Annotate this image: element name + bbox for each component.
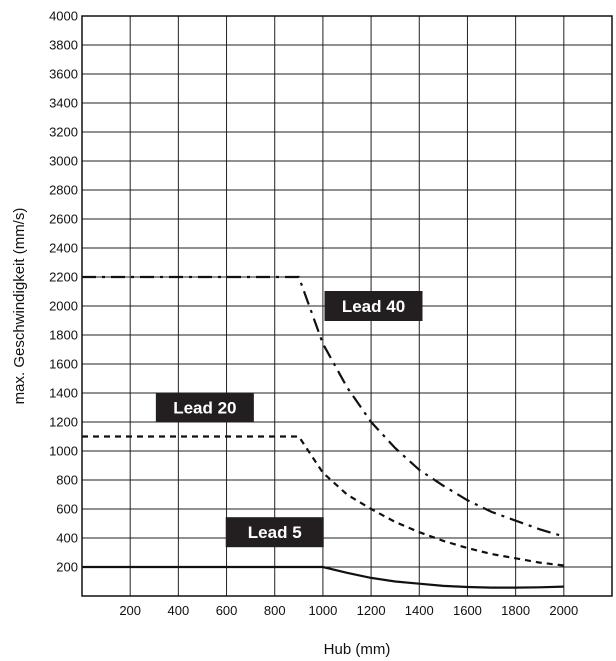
x-tick-label: 200 [119, 603, 141, 618]
y-tick-label: 3600 [49, 67, 78, 82]
series-label-box [155, 392, 254, 423]
y-tick-label: 200 [56, 560, 78, 575]
y-tick-label: 3800 [49, 38, 78, 53]
y-tick-label: 3400 [49, 96, 78, 111]
y-axis: 200 400 600 800 1000 1200 1400 1600 1800 2000 2200… [49, 9, 78, 575]
series-label: Lead 20 [155, 392, 254, 423]
x-tick-label: 1600 [453, 603, 482, 618]
x-tick-label: 1800 [501, 603, 530, 618]
y-tick-label: 2200 [49, 270, 78, 285]
series-label: Lead 40 [324, 291, 423, 321]
y-axis-title: max. Geschwindigkeit (mm/s) [11, 208, 28, 405]
y-tick-label: 2600 [49, 212, 78, 227]
y-tick-label: 1600 [49, 357, 78, 372]
x-axis-title: Hub (mm) [324, 641, 391, 658]
y-tick-label: 1200 [49, 415, 78, 430]
series-group [82, 275, 565, 589]
y-tick-label: 1000 [49, 444, 78, 459]
y-tick-label: 600 [56, 502, 78, 517]
series-label-text: Lead 5 [248, 523, 302, 542]
x-tick-label: 2000 [549, 603, 578, 618]
series-line-lead-20 [82, 435, 564, 567]
y-tick-label: 2000 [49, 299, 78, 314]
x-tick-label: 400 [168, 603, 190, 618]
y-tick-label: 2400 [49, 241, 78, 256]
x-tick-label: 1200 [357, 603, 386, 618]
plot-frame [81, 15, 613, 597]
x-axis: 200 400 600 800 1000 1200 1400 1600 1800 2000 [119, 603, 578, 618]
series-line-lead-40 [82, 275, 565, 538]
y-tick-label: 3200 [49, 125, 78, 140]
y-tick-label: 800 [56, 473, 78, 488]
y-tick-label: 3000 [49, 154, 78, 169]
x-tick-label: 1000 [308, 603, 337, 618]
y-tick-label: 2800 [49, 183, 78, 198]
y-tick-label: 1400 [49, 386, 78, 401]
series-label-text: Lead 20 [173, 399, 236, 418]
x-tick-label: 800 [264, 603, 286, 618]
series-label-text: Lead 40 [342, 297, 405, 316]
series-label-box [225, 517, 324, 548]
x-tick-label: 600 [216, 603, 238, 618]
series-labels: Lead 40 Lead 20 Lead 5 [155, 291, 423, 548]
y-tick-label: 4000 [49, 9, 78, 24]
y-tick-label: 400 [56, 531, 78, 546]
series-label-box [324, 291, 423, 321]
y-tick-label: 1800 [49, 328, 78, 343]
series-line-lead-5 [82, 565, 564, 589]
series-label: Lead 5 [225, 517, 324, 548]
x-tick-label: 1400 [405, 603, 434, 618]
